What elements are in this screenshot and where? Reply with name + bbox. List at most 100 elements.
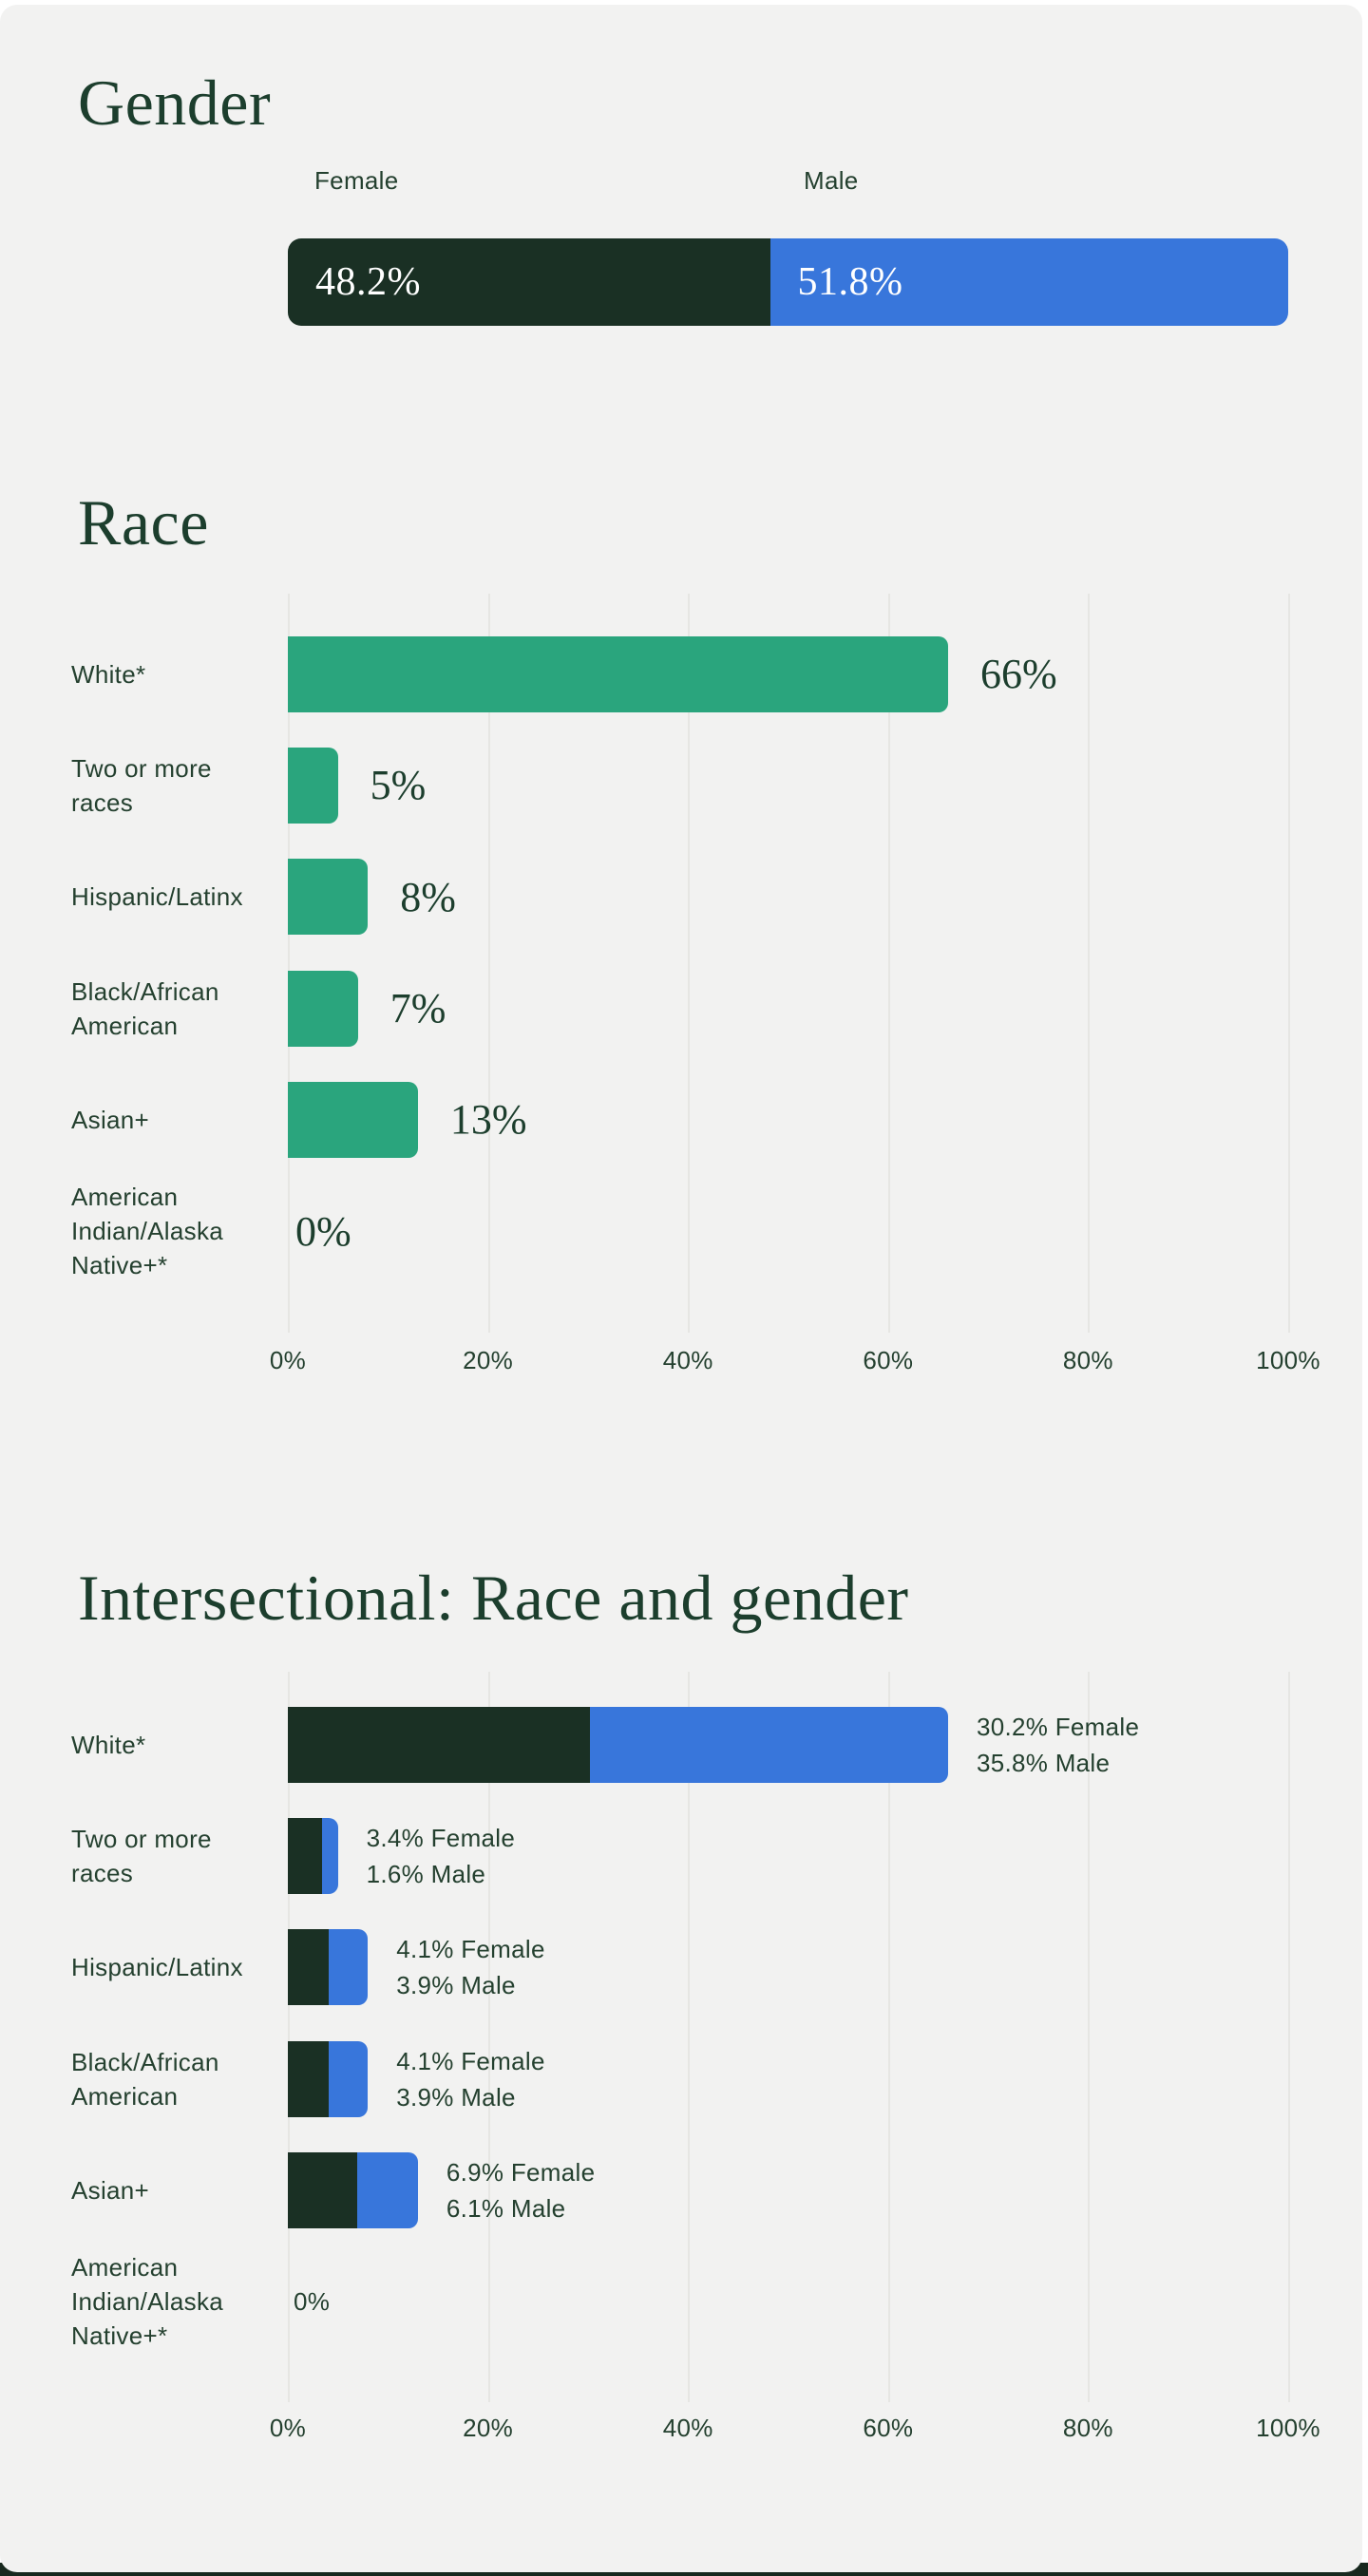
intersectional-bar-male-segment[interactable]	[329, 2040, 369, 2117]
intersectional-category-label: Two or more races	[71, 1824, 212, 1887]
intersectional-bar-male-segment[interactable]	[321, 1817, 338, 1894]
gridline	[1088, 594, 1091, 1333]
intersectional-bar-female-segment[interactable]	[288, 2151, 357, 2228]
race-bar-area: 0%	[288, 1175, 352, 1286]
x-axis-tick-label: 40%	[662, 2414, 713, 2442]
annotation-line: 3.4% Female	[366, 1823, 516, 1852]
intersectional-chart-rows: White* 30.2% Female 35.8% Male Two or mor…	[0, 1689, 1362, 2358]
intersectional-category-label: American Indian/Alaska Native+*	[71, 2253, 224, 2351]
race-bar-area: 13%	[288, 1064, 527, 1175]
intersectional-bar-area: 30.2% Female 35.8% Male	[288, 1689, 1139, 1800]
race-bar[interactable]	[288, 635, 948, 712]
race-category-label: White*	[71, 659, 146, 689]
intersectional-category-label: Asian+	[71, 2175, 150, 2205]
intersectional-chart-gridlines	[288, 1672, 1290, 2402]
intersectional-value-annotation: 4.1% Female 3.9% Male	[396, 1931, 544, 2003]
intersectional-bar-male-segment[interactable]	[590, 1706, 948, 1783]
annotation-line: 3.9% Male	[396, 2082, 516, 2112]
x-axis-tick-label: 20%	[463, 1346, 514, 1374]
intersectional-chart-row: American Indian/Alaska Native+* 0%	[0, 2245, 1362, 2357]
intersectional-bar-area: 3.4% Female 1.6% Male	[288, 1800, 515, 1911]
intersectional-chart-row: Asian+ 6.9% Female 6.1% Male	[0, 2134, 1362, 2245]
x-axis-tick-label: 60%	[863, 2414, 914, 2442]
gender-section-title: Gender	[78, 66, 272, 139]
race-chart-row: Hispanic/Latinx 8%	[0, 842, 1362, 953]
race-bar-value-label: 7%	[390, 985, 446, 1032]
intersectional-chart-row: Hispanic/Latinx 4.1% Female 3.9% Male	[0, 1912, 1362, 2023]
gridline	[487, 1672, 490, 2402]
gridline	[288, 1672, 290, 2402]
intersectional-category-label: Black/African American	[71, 2047, 219, 2111]
annotation-line: 4.1% Female	[396, 2046, 545, 2075]
x-axis-tick-label: 100%	[1256, 1346, 1320, 1374]
intersectional-bar-area: 0%	[288, 2245, 330, 2357]
gender-bar-female-segment[interactable]: 48.2%	[288, 238, 770, 326]
gender-male-value-label: 51.8%	[797, 260, 903, 304]
gender-female-value-label: 48.2%	[315, 260, 421, 304]
x-axis-tick-label: 20%	[463, 2414, 514, 2442]
intersectional-chart-x-axis: 0% 20% 40% 60% 80% 100%	[270, 2414, 1320, 2452]
race-chart-row: Black/African American 7%	[0, 953, 1362, 1064]
intersectional-chart-row: White* 30.2% Female 35.8% Male	[0, 1689, 1362, 1800]
intersectional-bar-female-segment[interactable]	[288, 1706, 590, 1783]
race-category-label: Two or more races	[71, 753, 212, 817]
intersectional-bar-female-segment[interactable]	[288, 2040, 330, 2117]
gridline	[688, 1672, 691, 2402]
intersectional-bar-area: 6.9% Female 6.1% Male	[288, 2134, 595, 2245]
intersectional-bar-male-segment[interactable]	[356, 2151, 418, 2228]
annotation-line: 6.9% Female	[446, 2157, 596, 2187]
gridline	[887, 1672, 890, 2402]
x-axis-tick-label: 100%	[1256, 2414, 1320, 2442]
race-bar-area: 7%	[288, 953, 446, 1064]
intersectional-value-annotation: 3.4% Female 1.6% Male	[367, 1820, 515, 1892]
race-bar-value-label: 8%	[400, 873, 456, 920]
race-bar-value-label: 13%	[449, 1096, 527, 1144]
race-chart-gridlines	[288, 594, 1290, 1333]
intersectional-category-label: White*	[71, 1730, 146, 1759]
intersectional-value-annotation: 6.9% Female 6.1% Male	[446, 2154, 595, 2226]
race-section-title: Race	[78, 486, 209, 559]
annotation-line: 35.8% Male	[976, 1748, 1111, 1777]
x-axis-tick-label: 80%	[1062, 1346, 1113, 1374]
x-axis-tick-label: 40%	[662, 1346, 713, 1374]
gridline	[688, 594, 691, 1333]
race-category-label: Hispanic/Latinx	[71, 882, 243, 912]
intersectional-section-title: Intersectional: Race and gender	[78, 1562, 909, 1634]
race-bar[interactable]	[288, 747, 338, 824]
race-chart-rows: White* 66% Two or more races 5% Hispanic…	[0, 618, 1362, 1287]
race-bar-area: 66%	[288, 618, 1057, 729]
race-bar-value-label: 0%	[295, 1207, 352, 1255]
intersectional-value-annotation: 0%	[294, 2283, 330, 2320]
intersectional-bar-female-segment[interactable]	[288, 1929, 330, 2006]
gridline	[1288, 594, 1290, 1333]
x-axis-tick-label: 0%	[269, 2414, 307, 2442]
race-bar-value-label: 5%	[370, 762, 427, 809]
intersectional-bar-female-segment[interactable]	[288, 1817, 322, 1894]
gridline	[1088, 1672, 1091, 2402]
gridline	[1288, 1672, 1290, 2402]
intersectional-bar-male-segment[interactable]	[329, 1929, 369, 2006]
annotation-line: 30.2% Female	[976, 1712, 1140, 1741]
race-bar[interactable]	[288, 970, 358, 1047]
demographics-card: Gender Female Male 48.2% 51.8% Race Whit…	[0, 5, 1362, 2572]
race-chart-row: Two or more races 5%	[0, 729, 1362, 841]
legend-label-female: Female	[314, 166, 399, 195]
legend-label-male: Male	[804, 166, 859, 195]
gridline	[487, 594, 490, 1333]
race-bar[interactable]	[288, 1081, 418, 1158]
race-chart-x-axis: 0% 20% 40% 60% 80% 100%	[270, 1346, 1320, 1384]
intersectional-chart-row: Black/African American 4.1% Female 3.9% M…	[0, 2023, 1362, 2134]
annotation-line: 4.1% Female	[396, 1935, 545, 1964]
gender-bar-male-segment[interactable]: 51.8%	[770, 238, 1288, 326]
annotation-line: 6.1% Male	[446, 2193, 566, 2223]
race-bar-value-label: 66%	[979, 651, 1057, 698]
race-category-label: Asian+	[71, 1105, 150, 1134]
race-bar-area: 5%	[288, 729, 426, 841]
x-axis-tick-label: 60%	[863, 1346, 914, 1374]
race-bar-area: 8%	[288, 842, 456, 953]
gridline	[887, 594, 890, 1333]
race-bar[interactable]	[288, 859, 369, 936]
gridline	[288, 594, 290, 1333]
intersectional-value-annotation: 4.1% Female 3.9% Male	[396, 2043, 544, 2115]
